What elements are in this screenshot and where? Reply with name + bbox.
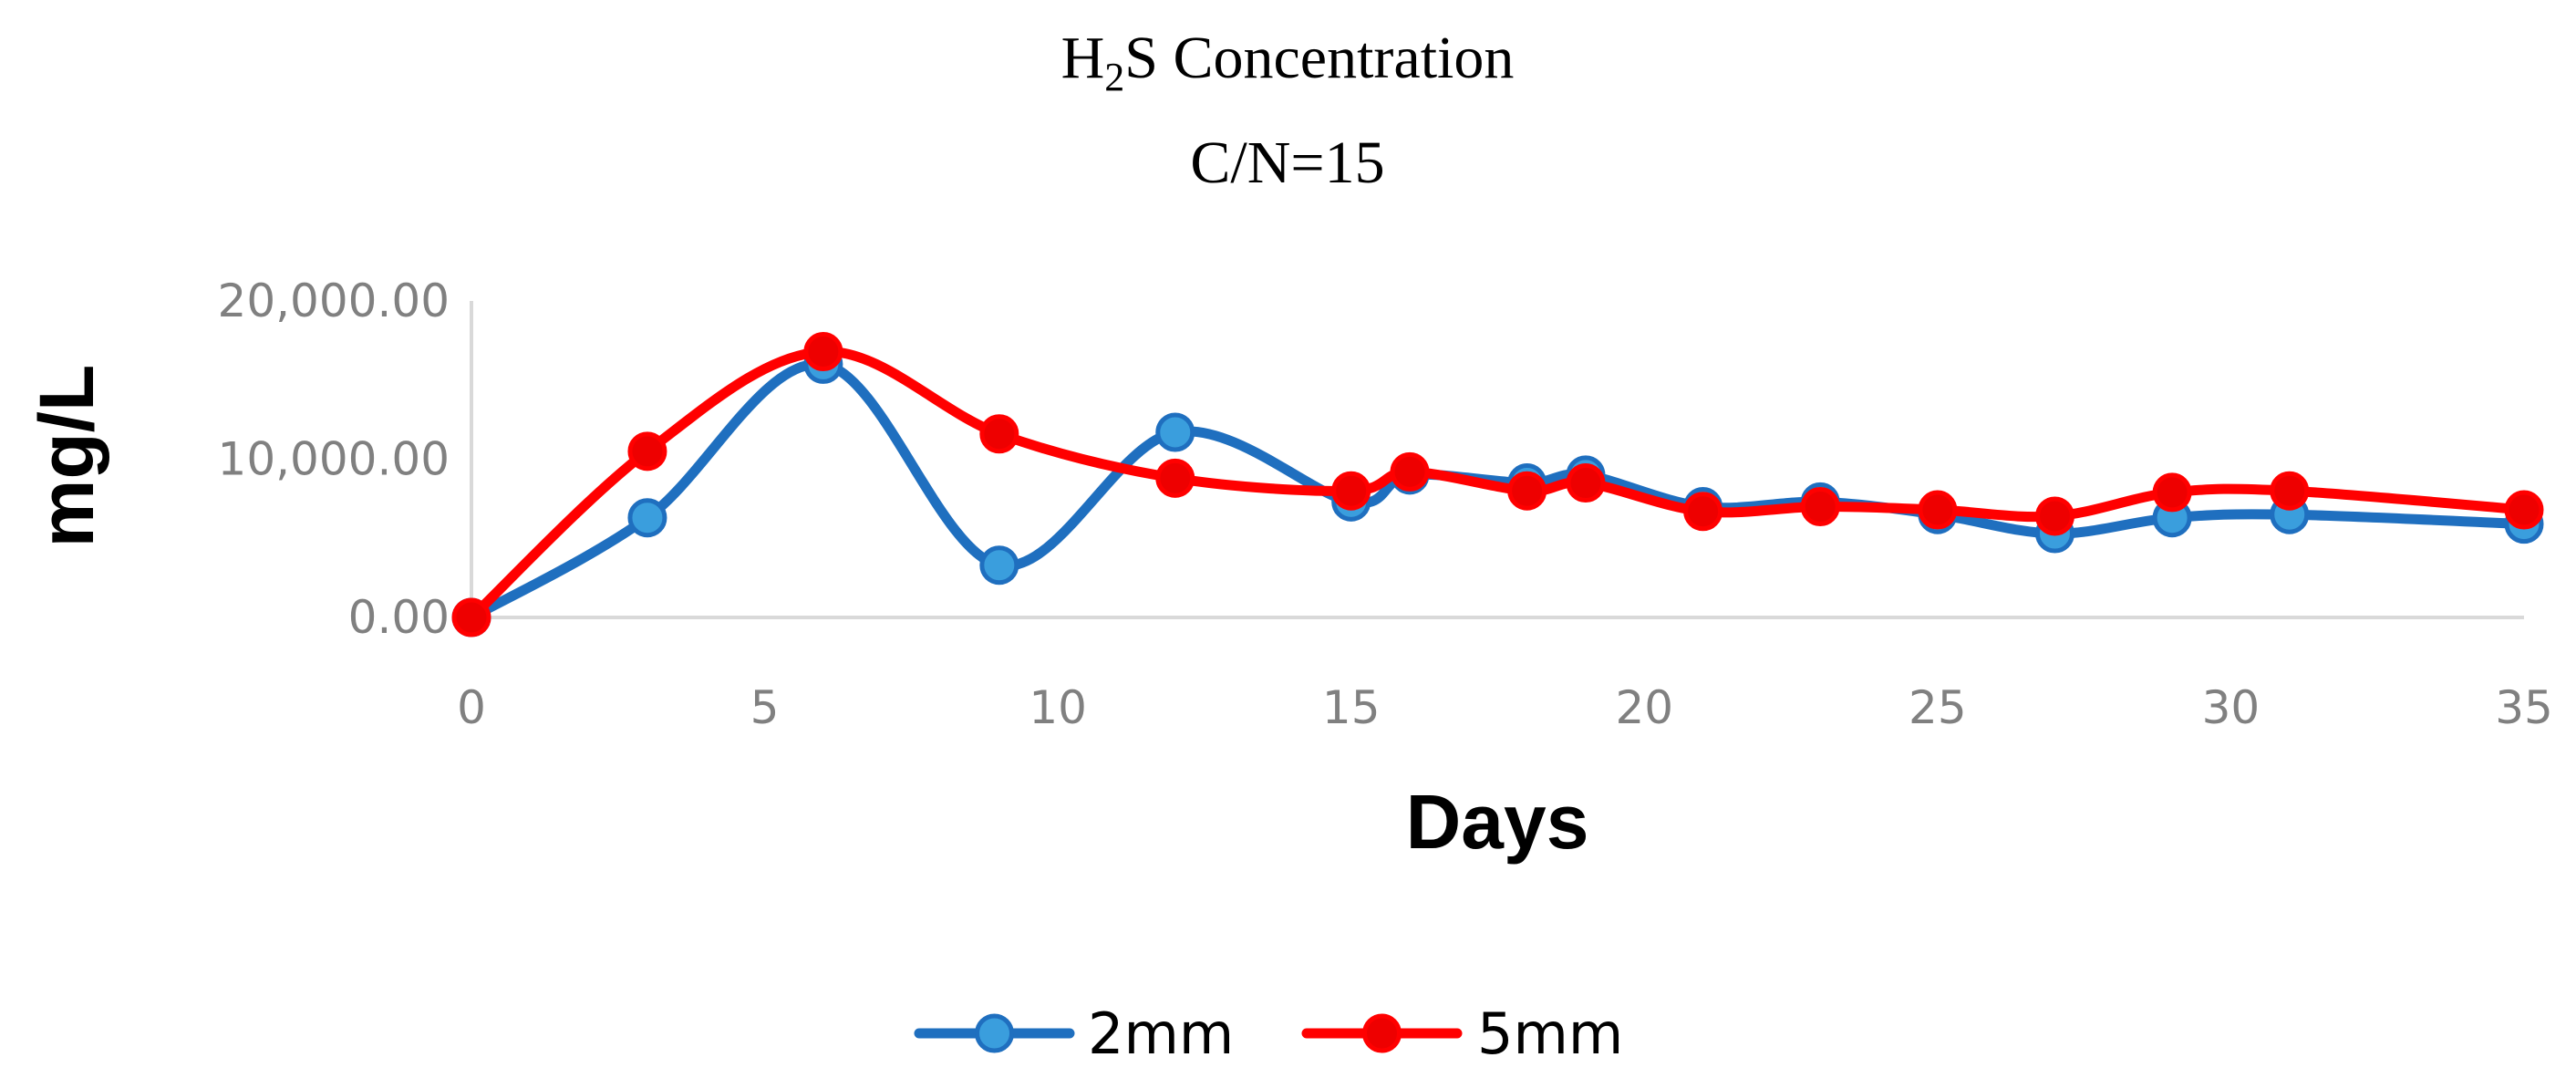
chart-title-prefix: H bbox=[1061, 25, 1105, 91]
x-tick-label: 15 bbox=[1322, 681, 1381, 734]
data-point-5mm bbox=[1800, 487, 1840, 527]
y-tick-label: 20,000.00 bbox=[218, 275, 450, 327]
data-point-5mm bbox=[1331, 471, 1371, 511]
x-tick-labels: 0 5 10 15 20 25 30 35 bbox=[457, 681, 2553, 734]
data-point-5mm bbox=[627, 431, 667, 472]
data-point-5mm bbox=[1566, 463, 1606, 503]
x-tick-label: 20 bbox=[1615, 681, 1673, 734]
legend-swatch-marker bbox=[975, 1013, 1014, 1053]
data-point-5mm bbox=[1507, 471, 1547, 511]
legend-label: 2mm bbox=[1088, 1000, 1234, 1067]
series-line-5mm bbox=[466, 347, 2529, 623]
data-point-5mm bbox=[1683, 492, 1723, 532]
x-tick-label: 5 bbox=[750, 681, 780, 734]
x-tick-label: 10 bbox=[1029, 681, 1087, 734]
data-point-2mm bbox=[627, 498, 667, 538]
y-tick-label: 0.00 bbox=[348, 591, 450, 644]
chart-title: H2S Concentration bbox=[1061, 25, 1515, 99]
data-point-5mm bbox=[2152, 472, 2192, 513]
x-tick-label: 30 bbox=[2202, 681, 2260, 734]
data-point-5mm bbox=[803, 332, 843, 372]
data-point-2mm bbox=[979, 545, 1019, 586]
x-tick-label: 0 bbox=[457, 681, 486, 734]
data-point-2mm bbox=[1155, 412, 1195, 452]
series-layer bbox=[451, 332, 2544, 637]
chart-title-suffix: S Concentration bbox=[1124, 25, 1514, 91]
data-point-5mm bbox=[451, 597, 491, 637]
chart-title-subscript: 2 bbox=[1104, 55, 1124, 99]
series-5mm bbox=[451, 332, 2544, 637]
y-axis-title: mg/L bbox=[24, 365, 109, 548]
chart-subtitle: C/N=15 bbox=[1190, 130, 1384, 196]
legend-item-5mm: 5mm bbox=[1301, 1000, 1623, 1067]
x-tick-label: 25 bbox=[1909, 681, 1967, 734]
data-point-5mm bbox=[1918, 490, 1958, 530]
legend-label: 5mm bbox=[1477, 1000, 1623, 1067]
y-tick-labels: 0.00 10,000.00 20,000.00 bbox=[218, 275, 450, 644]
data-point-5mm bbox=[2504, 490, 2544, 530]
x-axis-title: Days bbox=[1406, 779, 1589, 865]
data-point-5mm bbox=[1390, 451, 1430, 492]
data-point-5mm bbox=[1155, 458, 1195, 498]
legend: 2mm 5mm bbox=[914, 1000, 1623, 1067]
data-point-5mm bbox=[979, 414, 1019, 454]
x-tick-label: 35 bbox=[2495, 681, 2553, 734]
data-point-5mm bbox=[2270, 471, 2310, 511]
legend-swatch-marker bbox=[1362, 1013, 1402, 1053]
legend-item-2mm: 2mm bbox=[914, 1000, 1234, 1067]
y-tick-label: 10,000.00 bbox=[218, 433, 450, 486]
data-point-5mm bbox=[2034, 496, 2074, 536]
